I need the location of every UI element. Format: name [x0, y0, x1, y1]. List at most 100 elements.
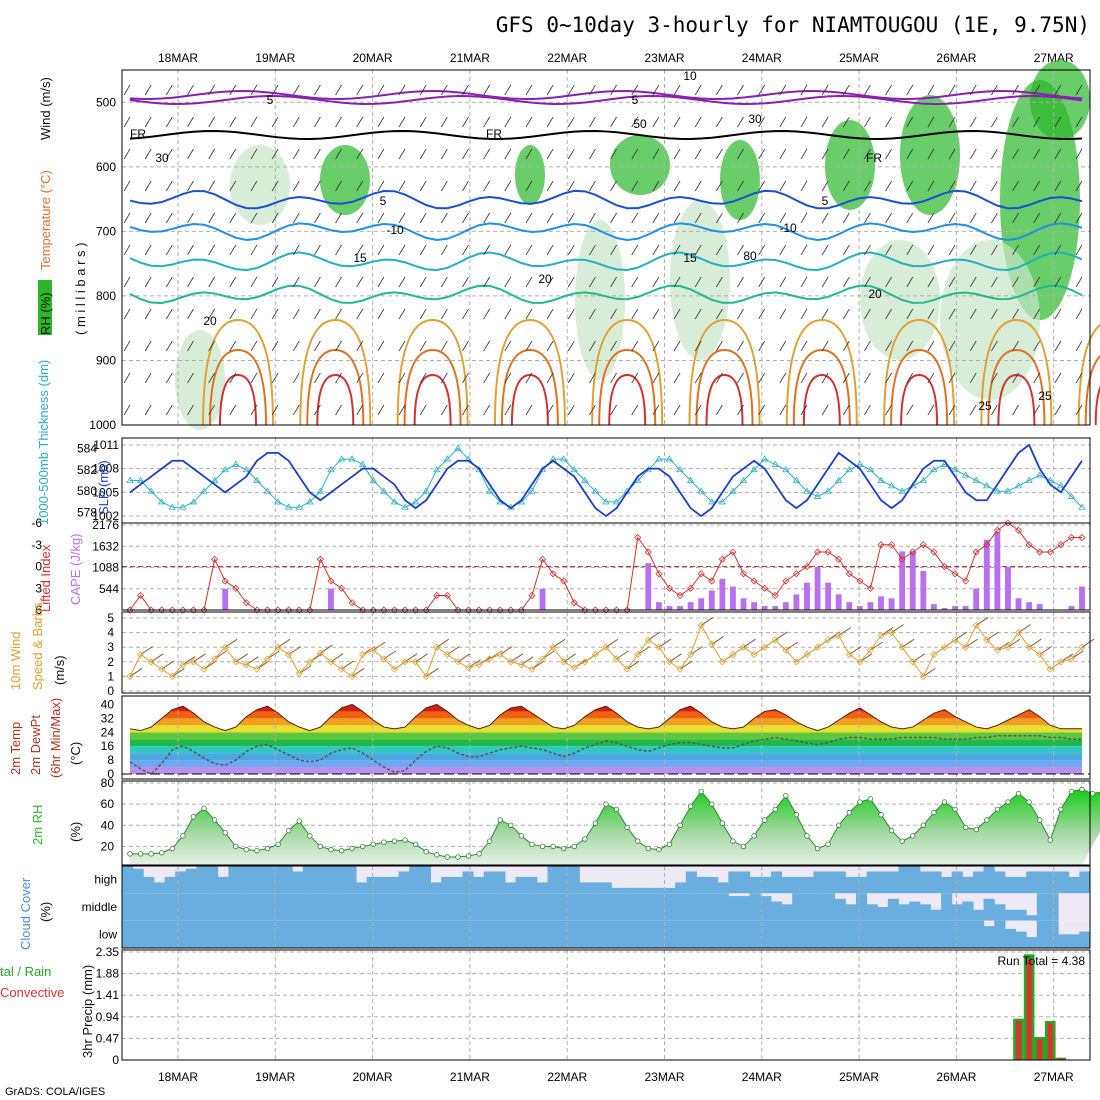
cloud-bar: [568, 893, 580, 921]
wind-barb: [377, 276, 385, 288]
wind-barb: [356, 84, 364, 96]
wind-speed-marker: [263, 655, 272, 663]
wind-barb: [187, 276, 194, 288]
wind-barb: [250, 404, 258, 416]
surface-isotherm: [785, 318, 858, 426]
wind-barb: [144, 276, 152, 288]
wind-barb: [292, 340, 300, 352]
top-date-label: 18MAR: [158, 51, 198, 65]
wind-unit-label: (m/s): [52, 655, 67, 685]
rh-marker: [148, 851, 154, 857]
rh-marker: [381, 839, 387, 845]
wind-barb: [589, 148, 596, 160]
wind-barb: [779, 244, 787, 256]
cloud-bar: [760, 920, 772, 948]
wind-barb: [165, 84, 173, 96]
isotherm-line: [129, 222, 1083, 242]
cloud-bar: [749, 893, 761, 921]
surface-isotherm: [510, 373, 549, 426]
rh-marker: [1047, 837, 1053, 843]
wind-barb: [1033, 180, 1041, 192]
rh-marker: [783, 792, 789, 799]
wind-barb: [589, 404, 596, 416]
cloud-bar: [387, 920, 400, 948]
wind-barb: [652, 148, 660, 160]
thickness-marker: [655, 455, 663, 462]
cloud-bar: [1004, 909, 1017, 921]
wind-barb: [292, 212, 300, 224]
cloud-bar: [738, 920, 751, 948]
cloud-bar: [217, 920, 229, 948]
wind-barb: [229, 212, 237, 224]
wind-barb: [969, 212, 977, 224]
wind-barb: [737, 340, 744, 352]
cloud-bar: [430, 920, 442, 948]
wind-barb: [250, 148, 258, 160]
wind-barb: [673, 116, 681, 128]
wind-barb: [271, 148, 279, 160]
wind-barb: [229, 148, 237, 160]
cloud-bar: [728, 896, 740, 921]
bottom-date-label: 18MAR: [158, 1070, 198, 1084]
rh-tick-label: 40: [101, 818, 115, 832]
surface-isotherm: [883, 318, 956, 426]
cloud-bar: [919, 904, 931, 921]
lifted-index-marker: [655, 570, 663, 578]
isotherm-line: [129, 284, 1083, 304]
cloud-bar: [653, 893, 666, 921]
wind-barb: [631, 148, 639, 160]
wind-tick-label: 2: [107, 655, 114, 669]
wind-barb: [906, 276, 914, 288]
wind-barb: [631, 404, 639, 416]
wind-barb: [737, 180, 744, 192]
wind-barb: [969, 308, 977, 320]
wind-barb: [716, 372, 723, 384]
wind-barb: [419, 116, 427, 128]
lifted-index-marker: [454, 606, 462, 614]
cloud-bar: [313, 920, 325, 948]
wind-barb: [800, 180, 808, 192]
wind-speed-marker: [782, 646, 790, 654]
wind-barb: [694, 276, 702, 288]
wind-barb: [927, 276, 935, 288]
wind-barb: [377, 84, 385, 96]
wind-barb: [314, 212, 321, 224]
cape-panel: 2176 1632 1088 544 -6 -3 0 3 6: [31, 516, 1091, 617]
cape-bar: [328, 588, 334, 610]
wind-speed-marker: [486, 655, 494, 663]
cloud-bar: [930, 871, 942, 894]
cape-bar: [772, 606, 779, 610]
wind-barb: [187, 84, 194, 96]
rh-marker: [137, 851, 144, 857]
cloud-bar: [345, 893, 357, 921]
dewpt2m-label: 2m DewPt: [28, 715, 43, 775]
wind-barb: [229, 116, 237, 128]
cloud-bar: [685, 871, 697, 894]
wind-barb: [377, 340, 385, 352]
precip-frame: [121, 949, 1091, 1061]
wind-barb: [1054, 404, 1062, 416]
cloud-frame: [121, 865, 1091, 949]
wind-barb: [144, 116, 152, 128]
rh-marker: [867, 796, 874, 802]
wind-barb: [208, 308, 215, 320]
wind-barb: [546, 276, 554, 288]
lifted-index-marker: [729, 548, 737, 556]
wind-barb: [398, 148, 406, 160]
surface-isotherm: [1094, 385, 1100, 426]
wind-barb: [842, 404, 850, 416]
wind-barb: [737, 116, 744, 128]
cloud-bar: [792, 876, 804, 894]
lifted-index-marker: [232, 584, 240, 592]
cloud-bar: [302, 893, 314, 921]
wind-barb: [250, 180, 258, 192]
lifted-index-marker: [665, 584, 674, 592]
wind-barb: [948, 212, 956, 224]
lifted-index-marker: [866, 584, 875, 592]
cloud-bar: [292, 920, 304, 948]
cloud-bar: [483, 893, 495, 921]
rh-marker: [698, 788, 704, 795]
temp-unit-label: (°C): [68, 742, 83, 765]
thickness-marker: [411, 498, 420, 505]
